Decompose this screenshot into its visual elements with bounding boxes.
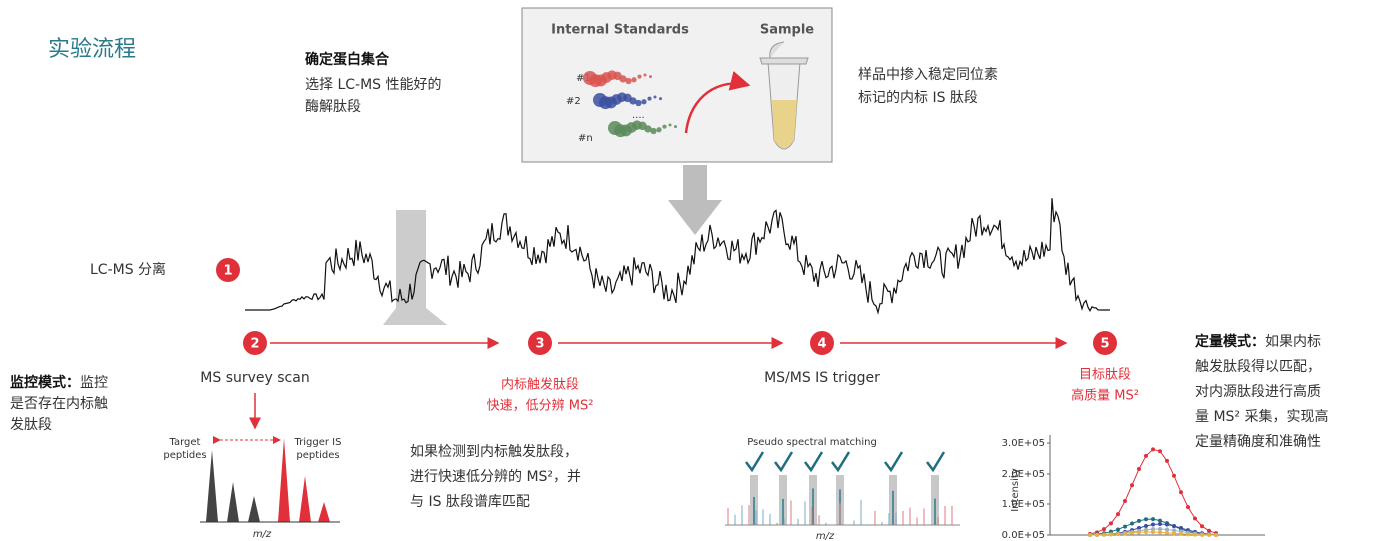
step-circle — [810, 331, 834, 355]
peptide-bead — [635, 99, 642, 107]
title: 实验流程 — [48, 37, 136, 62]
check — [831, 451, 851, 473]
step-text: 选择 LC-MS 性能好的 — [305, 77, 442, 93]
axis-label: m/z — [253, 529, 272, 540]
step-label: MS survey scan — [200, 370, 309, 386]
step-number: 2 — [250, 337, 259, 352]
target-label: 目标肽段 — [1079, 368, 1131, 383]
curve-dot — [1088, 532, 1092, 537]
trigger-label: 内标触发肽段 — [501, 377, 579, 393]
step-label: MS/MS IS trigger — [764, 370, 880, 386]
peptide-bead — [653, 95, 657, 99]
box-title: Sample — [760, 23, 814, 38]
peptide-label: .... — [632, 110, 645, 121]
axis-label: Intensity — [1010, 468, 1021, 512]
paragraph: 进行快速低分辨的 MS²，并 — [410, 469, 581, 485]
paragraph: 如果检测到内标触发肽段， — [410, 444, 578, 460]
spectrum-peak — [206, 450, 218, 522]
spectrum-peak — [248, 496, 260, 522]
window-base — [383, 308, 447, 325]
sample-tube — [759, 41, 809, 150]
peptide-bead — [629, 97, 637, 105]
spectrum-peak — [227, 482, 239, 522]
peptide-bead — [662, 124, 667, 129]
curve — [1089, 448, 1217, 535]
check — [804, 451, 824, 473]
step-text: 酶解肽段 — [305, 99, 361, 115]
spec-label: Target — [169, 437, 201, 448]
spike-arrow — [684, 71, 751, 134]
step-circle — [528, 331, 552, 355]
mode-text: 是否存在内标触 — [10, 396, 108, 412]
step-number: 4 — [817, 337, 826, 352]
note: 样品中掺入稳定同位素 — [858, 66, 998, 83]
axis-label: m/z — [816, 531, 835, 541]
peptide-bead — [668, 123, 672, 127]
check — [745, 451, 765, 473]
spec-title: Pseudo spectral matching — [747, 437, 877, 448]
note: 标记的内标 IS 肽段 — [858, 90, 978, 106]
down-arrow — [668, 165, 722, 235]
peptide-label: #2 — [566, 96, 581, 107]
y-tick-label: 2.0E+05 — [1002, 469, 1045, 480]
mode-bold: 监控模式： — [10, 374, 80, 391]
peptide-bead — [650, 127, 657, 135]
spec-label: peptides — [163, 450, 206, 461]
peptide-bead — [644, 125, 652, 133]
peptide-bead — [649, 75, 652, 79]
step-number: 3 — [535, 337, 544, 352]
quant-text: 量 MS² 采集，实现高 — [1195, 408, 1328, 425]
quant-text: 对内源肽段进行高质 — [1195, 383, 1321, 400]
y-tick-label: 0.0E+05 — [1002, 530, 1045, 541]
peptide-bead — [656, 127, 662, 133]
quant-bold: 定量模式： — [1195, 333, 1265, 350]
peptide-bead — [625, 77, 632, 85]
check — [884, 451, 904, 473]
peptide-bead — [674, 125, 677, 129]
curve — [1089, 531, 1217, 536]
peptide-bead — [641, 99, 647, 105]
peptide-bead — [631, 77, 637, 83]
quant-text: 如果内标 — [1265, 334, 1321, 350]
step-number: 5 — [1100, 337, 1109, 352]
step-title: 确定蛋白集合 — [305, 51, 390, 68]
paragraph: 与 IS 肽段谱库匹配 — [410, 494, 530, 510]
peptide-bead — [647, 96, 652, 101]
spectrum-peak — [278, 438, 290, 522]
peptide-label: #n — [578, 133, 593, 144]
spec-label: peptides — [296, 450, 339, 461]
quant-text: 定量模式：如果内标 — [1195, 333, 1321, 350]
mode-text: 监控模式：监控 — [10, 374, 108, 391]
step-circle — [1093, 331, 1117, 355]
spec-label: Trigger IS — [294, 437, 342, 448]
step-circle — [216, 258, 240, 282]
spectrum-peak — [299, 476, 311, 522]
step-number: 1 — [223, 264, 232, 279]
chromatogram — [245, 198, 1110, 315]
mode-text: 发肽段 — [10, 417, 52, 433]
y-tick-label: 1.0E+05 — [1002, 499, 1045, 510]
mode-text: 监控 — [80, 375, 108, 391]
trigger-label: 快速，低分辨 MS² — [487, 399, 594, 414]
peptide-bead — [619, 75, 627, 83]
quant-text: 定量精确度和准确性 — [1195, 434, 1321, 450]
spectrum-peak — [318, 502, 330, 522]
peptide-bead — [659, 97, 662, 101]
box-title: Internal Standards — [551, 23, 689, 38]
y-tick-label: 3.0E+05 — [1002, 438, 1045, 449]
quant-text: 触发肽段得以匹配， — [1195, 358, 1321, 375]
lcms-label: LC-MS 分离 — [90, 261, 166, 278]
check — [926, 451, 946, 473]
peptide-bead — [643, 73, 647, 77]
target-label: 高质量 MS² — [1071, 388, 1139, 404]
check — [774, 451, 794, 473]
peptide-bead — [637, 74, 642, 79]
step-circle — [243, 331, 267, 355]
